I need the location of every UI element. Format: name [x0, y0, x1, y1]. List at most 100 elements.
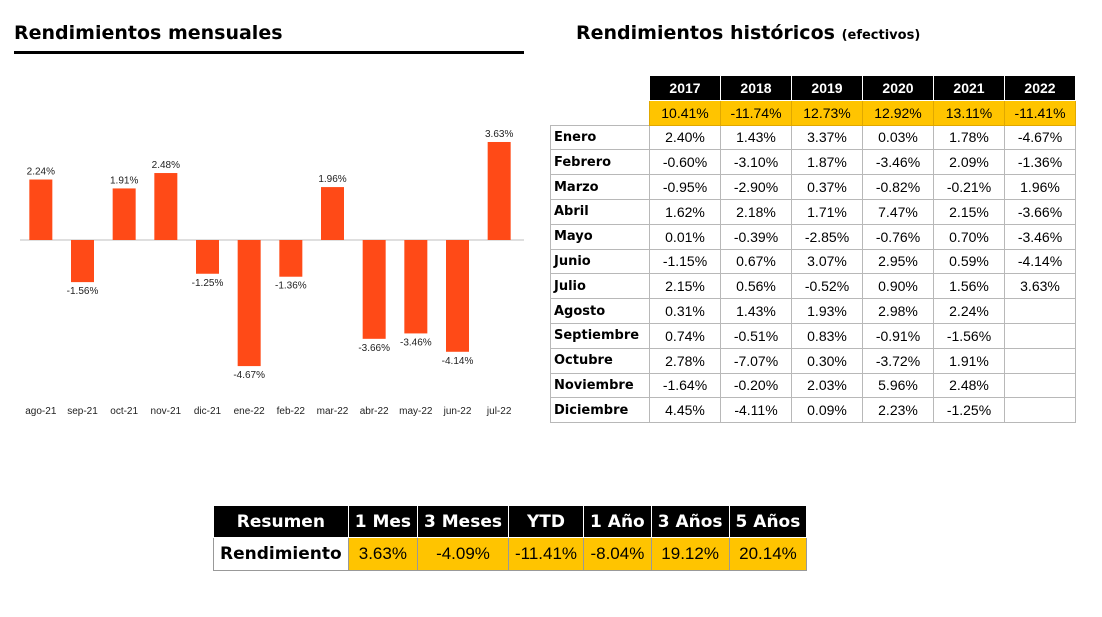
monthly-rows: Enero 2.40% 1.43% 3.37% 0.03% 1.78% -4.67% Febr…: [550, 124, 1076, 424]
monthly-return-cell: 0.56%: [720, 273, 792, 300]
data-label: 3.63%: [485, 129, 513, 140]
monthly-return-cell: 7.47%: [862, 198, 934, 225]
monthly-return-cell: -4.14%: [1004, 248, 1076, 275]
summary-value: 3.63%: [347, 537, 419, 571]
summary-value: -11.41%: [507, 537, 585, 571]
annual-return-2019: 12.73%: [791, 99, 863, 126]
summary-header-label: Resumen: [213, 505, 349, 538]
summary-period-header: 1 Año: [583, 505, 652, 538]
summary-value: 20.14%: [728, 537, 808, 571]
monthly-return-cell: 0.83%: [791, 322, 863, 349]
monthly-return-cell: [1004, 372, 1076, 399]
monthly-return-cell: 1.78%: [933, 124, 1005, 151]
monthly-return-cell: -3.72%: [862, 347, 934, 374]
monthly-return-cell: 5.96%: [862, 372, 934, 399]
annual-return-2022: -11.41%: [1004, 99, 1076, 126]
monthly-return-cell: -1.15%: [649, 248, 721, 275]
monthly-return-cell: -4.67%: [1004, 124, 1076, 151]
annual-return-2018: -11.74%: [720, 99, 792, 126]
bar-ene-22: [237, 240, 261, 367]
bar-chart-svg: 2.24% ago-21 -1.56% sep-21 1.91% oct-21 2.48% n…: [20, 129, 524, 417]
table-row: Diciembre 4.45% -4.11% 0.09% 2.23% -1.25%: [550, 397, 1076, 424]
table-row: Noviembre -1.64% -0.20% 2.03% 5.96% 2.48%: [550, 372, 1076, 399]
monthly-return-cell: -0.76%: [862, 223, 934, 250]
monthly-return-cell: 0.01%: [649, 223, 721, 250]
summary-period-header: 3 Meses: [417, 505, 509, 538]
category-tick-label: jun-22: [443, 406, 472, 417]
month-label: Febrero: [550, 149, 650, 176]
table-row: Octubre 2.78% -7.07% 0.30% -3.72% 1.91%: [550, 347, 1076, 374]
monthly-return-cell: -0.20%: [720, 372, 792, 399]
data-label: 1.96%: [318, 174, 346, 185]
month-label: Junio: [550, 248, 650, 275]
monthly-return-cell: 1.87%: [791, 149, 863, 176]
monthly-return-cell: 4.45%: [649, 397, 721, 424]
table-row: Junio -1.15% 0.67% 3.07% 2.95% 0.59% -4.14%: [550, 248, 1076, 275]
monthly-return-cell: 2.15%: [649, 273, 721, 300]
monthly-return-cell: -0.91%: [862, 322, 934, 349]
monthly-return-cell: -2.85%: [791, 223, 863, 250]
monthly-return-cell: -7.07%: [720, 347, 792, 374]
category-tick-label: jul-22: [486, 406, 512, 417]
monthly-return-cell: 3.63%: [1004, 273, 1076, 300]
monthly-return-cell: 2.24%: [933, 298, 1005, 324]
year-header-2022: 2022: [1004, 75, 1076, 101]
monthly-return-cell: -0.51%: [720, 322, 792, 349]
bar-oct-21: [112, 188, 136, 240]
data-label: -1.56%: [67, 286, 99, 297]
data-label: -4.14%: [442, 356, 474, 367]
monthly-return-cell: -3.46%: [862, 149, 934, 176]
bar-sep-21: [71, 240, 94, 283]
annual-return-2021: 13.11%: [933, 99, 1005, 126]
data-label: 2.24%: [27, 167, 55, 178]
month-label: Noviembre: [550, 372, 650, 399]
month-label: Octubre: [550, 347, 650, 374]
monthly-return-cell: 0.90%: [862, 273, 934, 300]
monthly-returns-title: Rendimientos mensuales: [14, 22, 283, 44]
data-label: -1.36%: [275, 281, 307, 292]
bar-abr-22: [362, 240, 386, 339]
table-row: Marzo -0.95% -2.90% 0.37% -0.82% -0.21% 1.96%: [550, 174, 1076, 200]
monthly-return-cell: 0.67%: [720, 248, 792, 275]
summary-table: Resumen 1 Mes 3 Meses YTD 1 Año 3 Años 5 Años…: [213, 505, 808, 571]
annual-returns-row: 10.41% -11.74% 12.73% 12.92% 13.11% -11.41%: [550, 99, 1076, 126]
monthly-return-cell: -3.66%: [1004, 198, 1076, 225]
monthly-return-cell: 3.37%: [791, 124, 863, 151]
monthly-return-cell: 1.62%: [649, 198, 721, 225]
year-header-2021: 2021: [933, 75, 1005, 101]
monthly-return-cell: [1004, 298, 1076, 324]
monthly-return-cell: -1.56%: [933, 322, 1005, 349]
monthly-return-cell: -1.36%: [1004, 149, 1076, 176]
monthly-return-cell: [1004, 347, 1076, 374]
summary-values-row: Rendimiento 3.63% -4.09% -11.41% -8.04% 19.1…: [213, 537, 808, 571]
table-row: Enero 2.40% 1.43% 3.37% 0.03% 1.78% -4.67%: [550, 124, 1076, 151]
bar-may-22: [404, 240, 428, 334]
monthly-return-cell: -1.25%: [933, 397, 1005, 424]
monthly-return-cell: 0.03%: [862, 124, 934, 151]
monthly-return-cell: 0.70%: [933, 223, 1005, 250]
monthly-return-cell: 2.18%: [720, 198, 792, 225]
table-row: Mayo 0.01% -0.39% -2.85% -0.76% 0.70% -3.46%: [550, 223, 1076, 250]
monthly-return-cell: 2.48%: [933, 372, 1005, 399]
table-row: Septiembre 0.74% -0.51% 0.83% -0.91% -1.56%: [550, 322, 1076, 349]
monthly-return-cell: -0.21%: [933, 174, 1005, 200]
monthly-return-cell: -0.39%: [720, 223, 792, 250]
monthly-return-cell: -0.82%: [862, 174, 934, 200]
data-label: -1.25%: [192, 278, 224, 289]
summary-period-header: YTD: [507, 505, 585, 538]
summary-header-row: Resumen 1 Mes 3 Meses YTD 1 Año 3 Años 5 Años: [213, 505, 808, 538]
summary-period-header: 5 Años: [728, 505, 808, 538]
historic-returns-table: 2017 2018 2019 2020 2021 2022 10.41% -11.74% 12…: [550, 75, 1076, 424]
monthly-return-cell: -1.64%: [649, 372, 721, 399]
category-tick-label: abr-22: [360, 406, 389, 417]
monthly-return-cell: -0.95%: [649, 174, 721, 200]
year-header-2017: 2017: [649, 75, 721, 101]
year-header-row: 2017 2018 2019 2020 2021 2022: [550, 75, 1076, 101]
summary-value: -4.09%: [417, 537, 509, 571]
month-label: Enero: [550, 124, 650, 151]
monthly-title-underline: [14, 51, 524, 54]
month-label: Diciembre: [550, 397, 650, 424]
monthly-return-cell: -4.11%: [720, 397, 792, 424]
monthly-return-cell: 3.07%: [791, 248, 863, 275]
table-row: Abril 1.62% 2.18% 1.71% 7.47% 2.15% -3.66%: [550, 198, 1076, 225]
